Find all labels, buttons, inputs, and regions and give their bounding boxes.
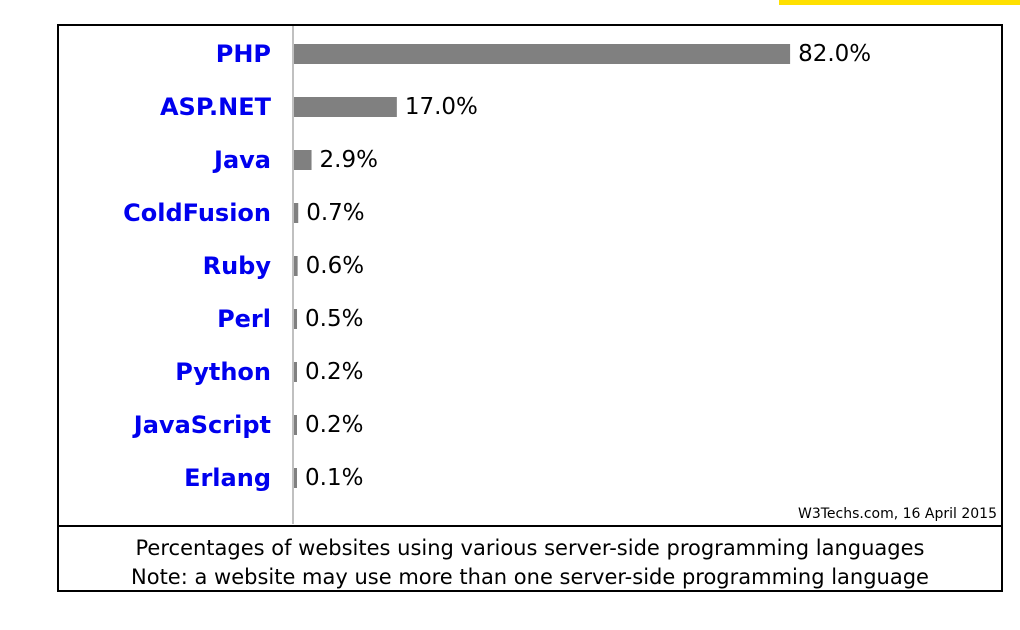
bar-python [294,362,297,382]
caption-line-1: Percentages of websites using various se… [135,536,925,560]
bar-php [294,44,791,64]
category-label-ruby: Ruby [203,252,272,280]
category-label-coldfusion: ColdFusion [123,199,271,227]
value-label-asp-net: 17.0% [405,94,478,120]
bar-java [294,150,312,170]
bar-erlang [294,468,297,488]
source-credit: W3Techs.com, 16 April 2015 [798,506,997,522]
value-label-python: 0.2% [305,359,363,385]
value-label-perl: 0.5% [305,306,363,332]
caption-line-2: Note: a website may use more than one se… [131,565,929,589]
category-label-javascript: JavaScript [132,411,271,439]
bar-asp-net [294,97,397,117]
value-label-coldfusion: 0.7% [306,200,364,226]
chart-frame: PHP 82.0% ASP.NET 17.0% Java 2.9% ColdFusion 0.… [57,24,1003,592]
category-label-perl: Perl [217,305,271,333]
bar-javascript [294,415,297,435]
bar-chart: PHP 82.0% ASP.NET 17.0% Java 2.9% ColdFusion 0.… [123,26,871,524]
category-label-asp-net: ASP.NET [160,93,272,121]
value-label-php: 82.0% [798,41,871,67]
category-label-python: Python [175,358,271,386]
bar-ruby [294,256,298,276]
category-label-php: PHP [216,40,271,68]
value-label-erlang: 0.1% [305,465,363,491]
value-label-javascript: 0.2% [305,412,363,438]
bar-perl [294,309,298,329]
category-label-erlang: Erlang [184,464,271,492]
caption-divider [59,525,1001,527]
accent-strip [779,0,1020,5]
chart-caption: Percentages of websites using various se… [59,534,1001,592]
value-label-ruby: 0.6% [306,253,364,279]
value-label-java: 2.9% [320,147,378,173]
bar-coldfusion [294,203,299,223]
category-label-java: Java [212,146,271,174]
